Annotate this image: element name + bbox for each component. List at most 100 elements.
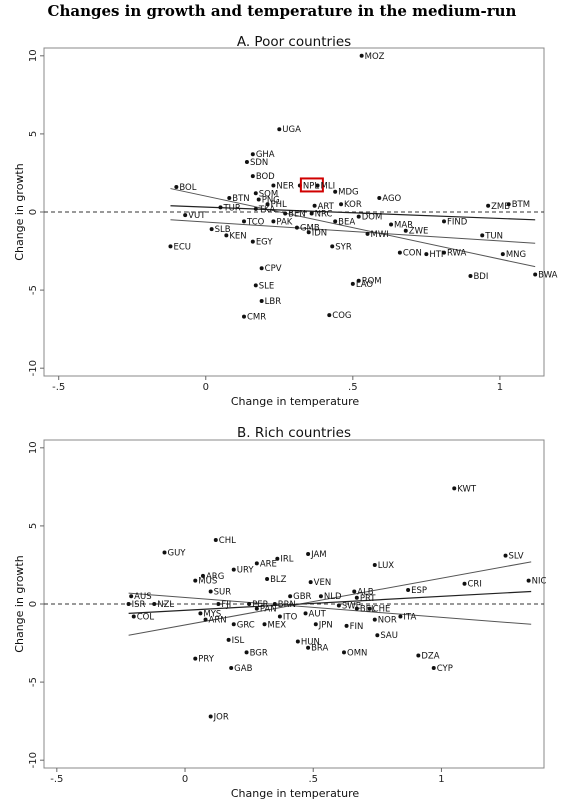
point-mex [262,622,267,627]
point-slv [503,553,508,558]
point-che [367,606,372,611]
point-hun [295,639,300,644]
point-nic [526,578,531,583]
point-ury [231,567,236,572]
point-label-slv: SLV [509,552,524,562]
point-jam [306,552,311,557]
point-label-moz: MOZ [365,52,385,62]
point-label-kor: KOR [344,200,362,210]
point-aus [129,594,134,599]
point-jor [208,714,213,719]
point-label-uga: UGA [282,125,301,135]
point-nrc [309,211,314,216]
point-ven [308,580,313,585]
panel-b-y-tick-label: 5 [28,523,39,529]
point-label-chl: CHL [219,536,236,546]
point-label-arg: ARG [206,572,224,582]
point-label-blz: BLZ [270,575,287,585]
point-bod [250,174,255,179]
panel-a-y-tick-label: 0 [28,209,39,215]
figure-title: Changes in growth and temperature in the… [47,2,517,20]
point-gmb [294,225,299,230]
point-label-lbr: LBR [265,297,282,307]
point-tco [242,219,246,224]
point-con [397,250,402,255]
point-zmb [486,203,491,208]
point-ner [271,183,276,188]
point-isr [126,602,131,606]
point-gbr [288,594,293,599]
point-label-btm: BTM [512,200,530,210]
point-bol [174,185,179,190]
point-btn [227,195,232,200]
point-label-ury: URY [237,566,255,576]
point-label-pan: PAN [260,605,277,615]
point-uga [277,127,282,132]
highlight-box-npl [299,177,324,193]
point-egy [250,239,255,244]
point-label-npl: NPL [303,181,319,191]
point-label-brn: BRN [278,600,296,610]
point-pak [271,219,276,224]
panel-a-fit-line [170,205,536,221]
point-label-mwi: MWI [371,230,389,240]
point-label-aut: AUT [309,609,327,619]
point-fji [216,602,221,606]
point-label-irl: IRL [280,555,293,565]
panel-a-x-tick-label: 1 [497,382,503,393]
point-label-kwt: KWT [457,484,477,494]
point-idn [306,230,311,235]
point-label-tka: TKA [258,205,276,215]
point-bdi [468,274,473,279]
point-label-tco: TCO [246,217,265,227]
point-label-mar: MAR [394,220,413,230]
point-ken [224,233,229,238]
point-label-dza: DZA [421,652,439,662]
point-chl [213,537,218,542]
point-label-idn: IDN [312,228,327,238]
point-label-ito: ITO [283,612,298,622]
point-label-ecu: ECU [173,242,191,252]
point-ecu [168,244,173,249]
point-label-jam: JAM [310,550,327,560]
point-dza [416,653,421,658]
point-label-ven: VEN [314,578,332,588]
point-slb [209,227,214,232]
point-mar [389,222,394,227]
point-label-ago: AGO [382,194,401,204]
point-label-arn: ARN [209,616,227,626]
point-rwa [442,250,446,255]
panel-a-title: A. Poor countries [237,34,351,50]
point-label-dom: DOM [362,213,383,223]
point-label-esp: ESP [411,586,427,596]
point-alb [352,589,357,594]
panel-poor-countries: A. Poor countries Change in temperature … [13,34,558,408]
point-pry [193,656,198,661]
point-label-mdg: MDG [338,188,358,198]
point-irl [275,556,280,561]
point-ago [377,195,382,200]
point-bwa [533,272,538,277]
point-label-zwe: ZWE [409,227,429,237]
point-cpv [259,266,264,271]
point-label-grc: GRC [237,620,255,630]
point-cri [462,581,467,586]
point-aut [303,611,308,616]
point-mwi [365,231,370,236]
point-label-che: CHE [373,605,391,615]
point-col [131,614,136,619]
point-label-png: PNG [262,196,280,206]
panel-rich-countries: B. Rich countries Change in temperature … [13,425,546,800]
point-label-aus: AUS [134,592,151,602]
point-mdg [333,189,338,194]
panel-a-y-tick-label: -5 [28,285,39,295]
point-find [442,219,446,224]
point-label-guy: GUY [168,548,187,558]
point-som [253,191,258,196]
point-sau [375,633,380,638]
point-label-rwa: RWA [447,249,467,259]
point-lux [372,562,377,567]
point-per [247,602,252,606]
panel-a-x-axis-label: Change in temperature [231,395,360,408]
point-gha [250,152,255,157]
